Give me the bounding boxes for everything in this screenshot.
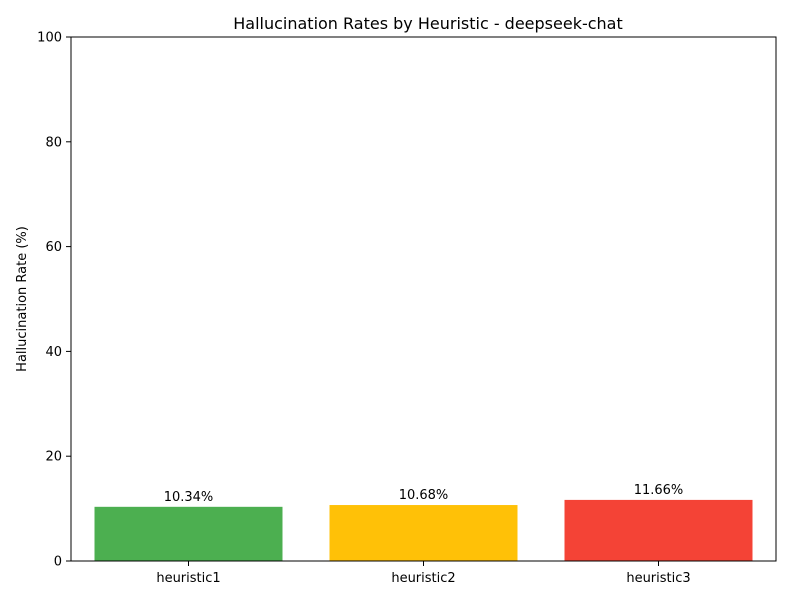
y-tick-label-0: 0 [54,555,62,570]
bar-heuristic2 [329,505,518,561]
chart-title: Hallucination Rates by Heuristic - deeps… [233,14,623,33]
data-label-heuristic1: 10.34% [164,490,214,505]
y-tick-label-80: 80 [45,135,62,150]
bar-heuristic1 [94,506,283,561]
x-tick-label-heuristic2: heuristic2 [391,571,455,586]
y-tick-label-60: 60 [45,240,62,255]
x-tick-label-heuristic3: heuristic3 [626,571,690,586]
y-tick-label-100: 100 [37,31,62,46]
x-tick-label-heuristic1: heuristic1 [156,571,220,586]
y-axis-label: Hallucination Rate (%) [15,226,30,372]
bar-heuristic3 [564,499,753,561]
plot-area: 10.34% 10.68% 11.66% 0 20 40 60 80 100 heuristic1… [37,31,777,586]
data-label-heuristic2: 10.68% [399,488,449,503]
data-label-heuristic3: 11.66% [634,483,684,498]
y-tick-label-20: 20 [45,450,62,465]
y-tick-label-40: 40 [45,345,62,360]
